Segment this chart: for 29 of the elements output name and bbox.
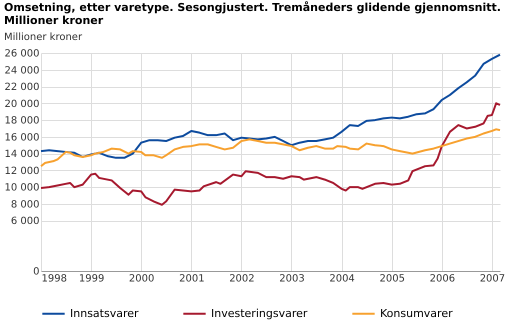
y-tick-label: 16 000 [4,132,40,144]
y-tick-label: 20 000 [4,98,40,110]
chart-title: Omsetning, etter varetype. Sesongjustert. Tremåneders glidende gjennomsnitt. Millioner kroner [4,1,501,27]
y-axis-title: Millioner kroner [4,32,83,43]
line-series [40,102,501,206]
y-tick-label: 8 000 [10,199,40,210]
y-tick-label: 6 000 [10,216,40,228]
line-series [40,128,501,168]
y-tick-label: 14 000 [4,149,40,160]
y-tick-label: 18 000 [4,116,40,127]
x-tick-label: 1998 [42,274,67,284]
y-tick-label: 24 000 [4,65,40,76]
x-tick-label: 2005 [380,274,405,284]
legend-label: Investeringsvarer [211,306,308,320]
y-tick-label: 26 000 [4,48,40,60]
y-tick-label: 10 000 [4,182,40,194]
x-tick-label: 1999 [78,274,104,284]
x-tick-label: 2004 [329,274,355,284]
legend-label: Innsatsvarer [70,306,139,320]
legend-label: Konsumvarer [380,306,454,320]
x-tick-label: 2003 [279,274,305,284]
x-tick-label: 2006 [430,274,456,284]
x-tick-label: 2001 [179,274,205,284]
y-tick-label: 22 000 [4,82,40,94]
y-tick-label: 0 [33,266,40,278]
x-tick-label: 2002 [229,274,255,284]
y-tick-label: 12 000 [4,166,40,177]
x-tick-label: 2000 [128,274,154,284]
x-tick-label: 2007 [480,274,506,284]
